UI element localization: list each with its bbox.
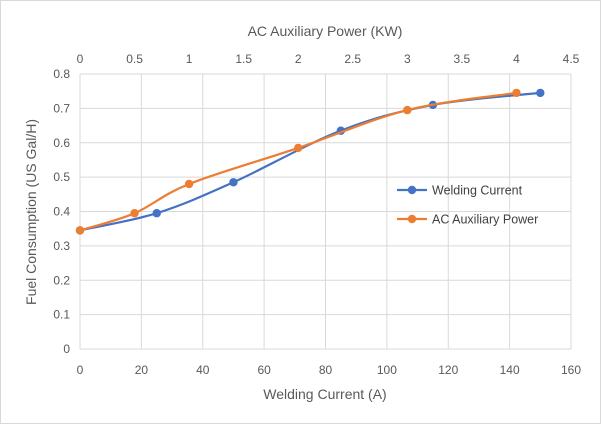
y-axis-title: Fuel Consumption (US Gal/H) <box>23 119 39 305</box>
grid-lines <box>79 73 572 350</box>
y-axis-ticks: 0 0.1 0.2 0.3 0.4 0.5 0.6 0.7 0.8 <box>53 67 70 356</box>
x-axis-ticks: 0 20 40 60 80 100 120 140 160 <box>77 363 582 377</box>
y-tick-label: 0.5 <box>53 170 70 184</box>
data-point-welding-current <box>536 88 545 98</box>
x-tick-label: 100 <box>377 363 397 377</box>
x2-tick-label: 1 <box>186 52 193 66</box>
legend-label-ac-auxiliary-power: AC Auxiliary Power <box>432 213 538 227</box>
series-line-welding-current <box>79 91 541 232</box>
x2-tick-label: 4.5 <box>563 52 580 66</box>
y-tick-label: 0.6 <box>53 136 70 150</box>
data-point-ac-auxiliary-power <box>184 179 194 189</box>
x-tick-label: 40 <box>196 363 210 377</box>
data-point-welding-current <box>229 178 238 187</box>
series-group <box>75 88 545 235</box>
data-point-ac-auxiliary-power <box>294 143 303 153</box>
y-tick-label: 0.4 <box>53 205 70 219</box>
series-line-ac-auxiliary-power <box>79 91 517 232</box>
x-tick-label: 120 <box>438 363 458 377</box>
legend-entry-welding-current: Welding Current <box>397 184 523 198</box>
legend-label-welding-current: Welding Current <box>432 184 523 198</box>
data-point-ac-auxiliary-power <box>75 226 85 235</box>
x-tick-label: 160 <box>561 363 581 377</box>
y-tick-label: 0 <box>63 342 70 356</box>
x-tick-label: 0 <box>77 363 84 377</box>
x2-tick-label: 3 <box>404 52 411 66</box>
legend-marker-ac-auxiliary-power <box>407 214 417 224</box>
x-tick-label: 60 <box>257 363 271 377</box>
legend: Welding Current AC Auxiliary Power <box>397 184 538 227</box>
x2-tick-label: 0.5 <box>126 52 143 66</box>
x-tick-label: 140 <box>500 363 520 377</box>
x2-tick-label: 3.5 <box>454 52 471 66</box>
x2-tick-label: 0 <box>77 52 84 66</box>
y-tick-label: 0.1 <box>53 308 70 322</box>
x2-tick-label: 2.5 <box>344 52 361 66</box>
x2-tick-label: 4 <box>513 52 520 66</box>
y-tick-label: 0.2 <box>53 273 70 287</box>
data-point-welding-current <box>152 209 161 218</box>
y-tick-label: 0.7 <box>53 101 70 115</box>
data-point-ac-auxiliary-power <box>130 209 139 218</box>
x-tick-label: 20 <box>135 363 149 377</box>
y-tick-label: 0.3 <box>53 239 70 253</box>
x2-axis-ticks: 0 0.5 1 1.5 2 2.5 3 3.5 4 4.5 <box>77 52 580 66</box>
legend-entry-ac-auxiliary-power: AC Auxiliary Power <box>397 213 538 227</box>
x-axis-title: Welding Current (A) <box>263 386 386 402</box>
x2-tick-label: 1.5 <box>235 52 252 66</box>
x2-axis-title: AC Auxiliary Power (KW) <box>248 23 403 39</box>
legend-marker-welding-current <box>407 185 417 195</box>
y-tick-label: 0.8 <box>53 67 70 81</box>
x2-tick-label: 2 <box>295 52 302 66</box>
data-point-ac-auxiliary-power <box>403 105 412 115</box>
x-tick-label: 80 <box>319 363 333 377</box>
data-point-ac-auxiliary-power <box>512 88 521 98</box>
